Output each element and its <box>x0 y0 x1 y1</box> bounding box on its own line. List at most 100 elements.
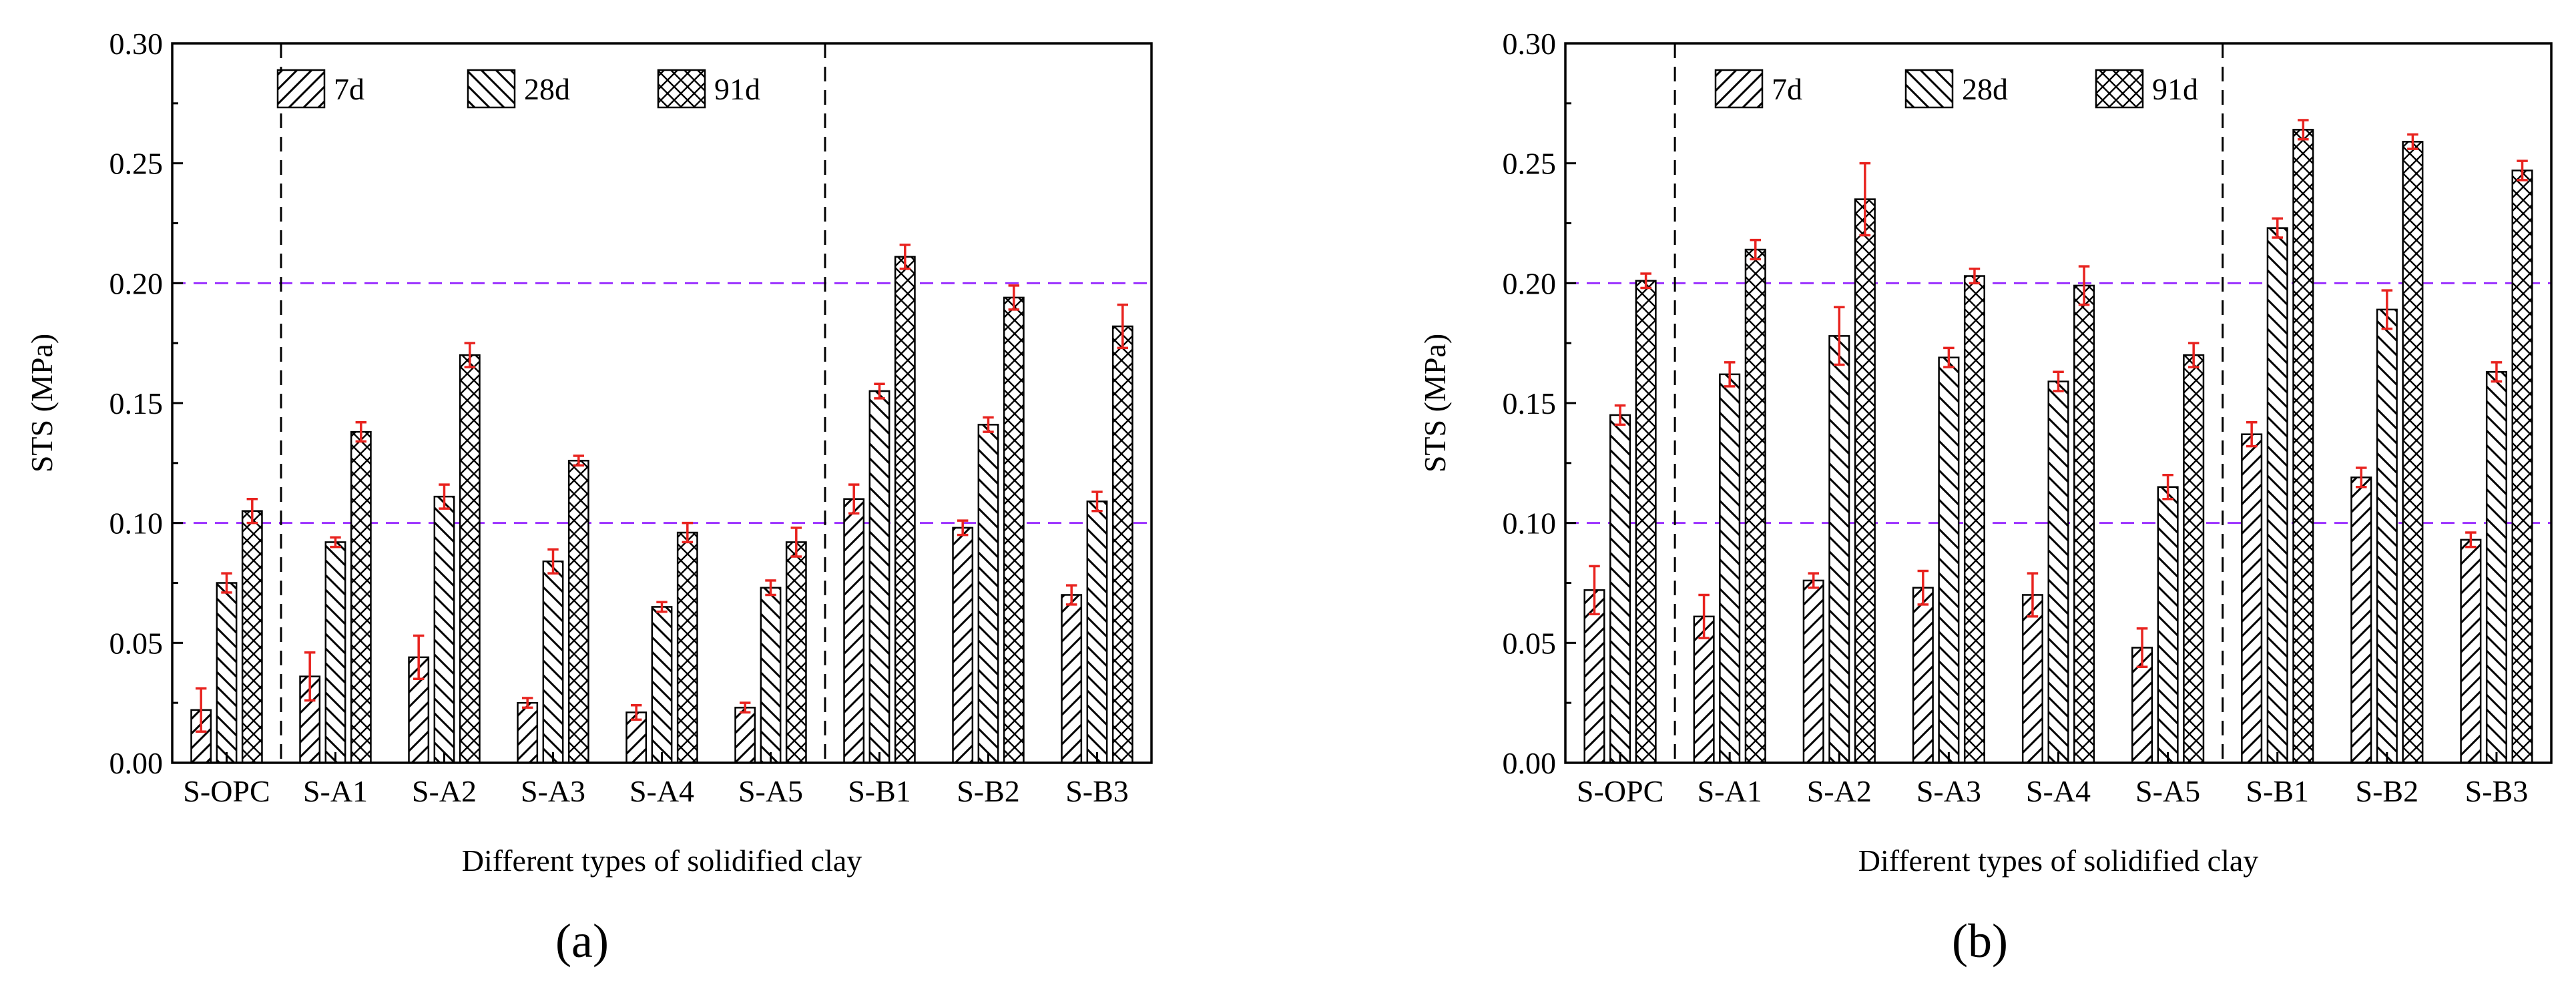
legend: 7d 28d 91d <box>276 69 760 109</box>
x-tick-label: S-A3 <box>1916 774 1981 808</box>
error-bar-91d-S-OPC <box>1640 272 1651 290</box>
x-tick-label: S-B1 <box>848 774 911 808</box>
bar-91d-S-A4 <box>2073 284 2095 764</box>
error-bar-7d-S-B1 <box>2246 420 2258 448</box>
bar-91d-S-A2 <box>459 354 481 764</box>
error-bar-91d-S-A2 <box>1859 161 1871 237</box>
error-bar-91d-S-A3 <box>1969 268 1981 285</box>
y-tick-label: 0.05 <box>1503 626 1557 660</box>
bar-91d-S-A4 <box>676 531 698 764</box>
legend-swatch-7d <box>276 69 326 109</box>
error-bar-7d-S-A2 <box>413 634 425 680</box>
bar-91d-S-A2 <box>1854 198 1876 764</box>
error-bar-28d-S-B3 <box>1091 490 1103 513</box>
bar-28d-S-A2 <box>1828 335 1850 764</box>
bar-7d-S-A3 <box>517 701 539 764</box>
panel-label-b: (b) <box>1952 914 2008 968</box>
bar-7d-S-A4 <box>625 711 648 764</box>
chart-panel-a: 0.00 0.05 0.10 0.15 0.20 0.25 0.30 S-OPC S-A1 S-A… <box>25 27 1153 878</box>
bar-7d-S-B3 <box>2460 539 2482 764</box>
error-bar-7d-S-A3 <box>1917 569 1929 606</box>
bar-28d-S-A1 <box>1719 373 1741 764</box>
error-bar-7d-S-A2 <box>1808 572 1819 589</box>
error-bar-7d-S-A5 <box>739 701 751 714</box>
bar-91d-S-A5 <box>785 541 807 764</box>
bar-91d-S-B3 <box>2511 170 2533 764</box>
error-bar-91d-S-A5 <box>2187 342 2200 368</box>
legend-swatch-28d <box>1904 69 1954 109</box>
bar-91d-S-A3 <box>1963 275 1985 764</box>
error-bar-7d-S-A1 <box>1698 593 1710 639</box>
error-bar-28d-S-A3 <box>547 548 559 575</box>
chart-panel-b: 0.00 0.05 0.10 0.15 0.20 0.25 0.30 S-OPC S-A1 S-A… <box>1418 27 2553 878</box>
bar-28d-S-B3 <box>1086 501 1108 764</box>
error-bar-91d-S-A3 <box>573 454 585 467</box>
bar-28d-S-A3 <box>1938 356 1960 764</box>
error-bar-7d-S-B1 <box>848 483 860 515</box>
x-tick-label: S-A3 <box>521 774 585 808</box>
error-bar-91d-S-OPC <box>246 497 258 525</box>
x-tick-label: S-A1 <box>303 774 368 808</box>
legend-swatch-91d <box>657 69 706 109</box>
error-bar-28d-S-A3 <box>1943 346 1955 368</box>
error-bar-28d-S-OPC <box>1614 404 1626 426</box>
error-bar-7d-S-A3 <box>521 697 533 709</box>
error-bar-28d-S-B2 <box>2381 289 2393 330</box>
error-bar-91d-S-A5 <box>790 527 802 558</box>
x-tick-label: S-B2 <box>2356 774 2419 808</box>
bar-91d-S-B3 <box>1111 325 1133 764</box>
error-bar-7d-S-A1 <box>304 651 316 702</box>
error-bar-28d-S-B1 <box>874 382 885 400</box>
error-bar-91d-S-A2 <box>464 342 476 368</box>
bar-7d-S-B2 <box>952 527 974 764</box>
bar-7d-S-B3 <box>1061 594 1083 764</box>
x-tick-label: S-A4 <box>2026 774 2091 808</box>
bar-91d-S-B2 <box>2402 141 2424 764</box>
error-bar-91d-S-B1 <box>2298 119 2309 141</box>
y-axis-label: STS (MPa) <box>25 334 59 472</box>
bar-28d-S-OPC <box>1609 414 1631 764</box>
x-tick-label: S-B3 <box>2465 774 2529 808</box>
bar-91d-S-A1 <box>1744 248 1766 764</box>
bar-7d-S-OPC <box>1583 589 1605 764</box>
error-bar-28d-S-A2 <box>439 483 450 510</box>
bar-7d-S-A5 <box>734 707 756 764</box>
x-tick-label: S-A4 <box>629 774 694 808</box>
x-tick-label: S-OPC <box>1577 774 1663 808</box>
error-bar-91d-S-B2 <box>1008 284 1020 311</box>
bar-7d-S-A1 <box>1693 615 1715 764</box>
y-tick-label: 0.30 <box>1503 27 1557 61</box>
error-bar-7d-S-A4 <box>630 704 642 721</box>
x-tick-label: S-B3 <box>1065 774 1129 808</box>
bar-28d-S-A2 <box>433 495 455 764</box>
error-bar-28d-S-B2 <box>983 416 994 433</box>
error-bar-91d-S-A4 <box>2078 265 2090 306</box>
bar-28d-S-B1 <box>2266 227 2288 764</box>
bar-28d-S-A4 <box>651 606 673 764</box>
error-bar-7d-S-A5 <box>2136 627 2148 669</box>
bar-28d-S-A5 <box>760 587 782 764</box>
bar-28d-S-A4 <box>2047 380 2069 764</box>
bar-91d-S-B1 <box>2292 129 2314 764</box>
error-bar-28d-S-A4 <box>656 601 668 613</box>
error-bar-7d-S-A4 <box>2027 572 2039 618</box>
error-bar-7d-S-B2 <box>2355 466 2367 488</box>
error-bar-28d-S-OPC <box>221 572 232 594</box>
x-tick-label: S-B2 <box>957 774 1020 808</box>
y-tick-label: 0.15 <box>1503 386 1557 420</box>
bar-91d-S-B1 <box>894 256 916 764</box>
error-bar-28d-S-A5 <box>2162 474 2173 501</box>
x-axis-label: Different types of solidified clay <box>462 844 862 878</box>
bar-7d-S-A3 <box>1912 587 1934 764</box>
y-tick-label: 0.05 <box>109 626 164 660</box>
bar-28d-S-B1 <box>868 390 890 764</box>
error-bar-91d-S-A1 <box>1750 238 1762 261</box>
legend: 7d 28d 91d <box>1714 69 2198 109</box>
error-bar-28d-S-A2 <box>1834 306 1845 366</box>
error-bar-28d-S-A1 <box>1724 361 1736 388</box>
error-bar-91d-S-B3 <box>1117 303 1129 350</box>
legend-swatch-7d <box>1714 69 1764 109</box>
error-bar-28d-S-A5 <box>765 579 776 597</box>
bar-28d-S-A3 <box>542 560 564 764</box>
